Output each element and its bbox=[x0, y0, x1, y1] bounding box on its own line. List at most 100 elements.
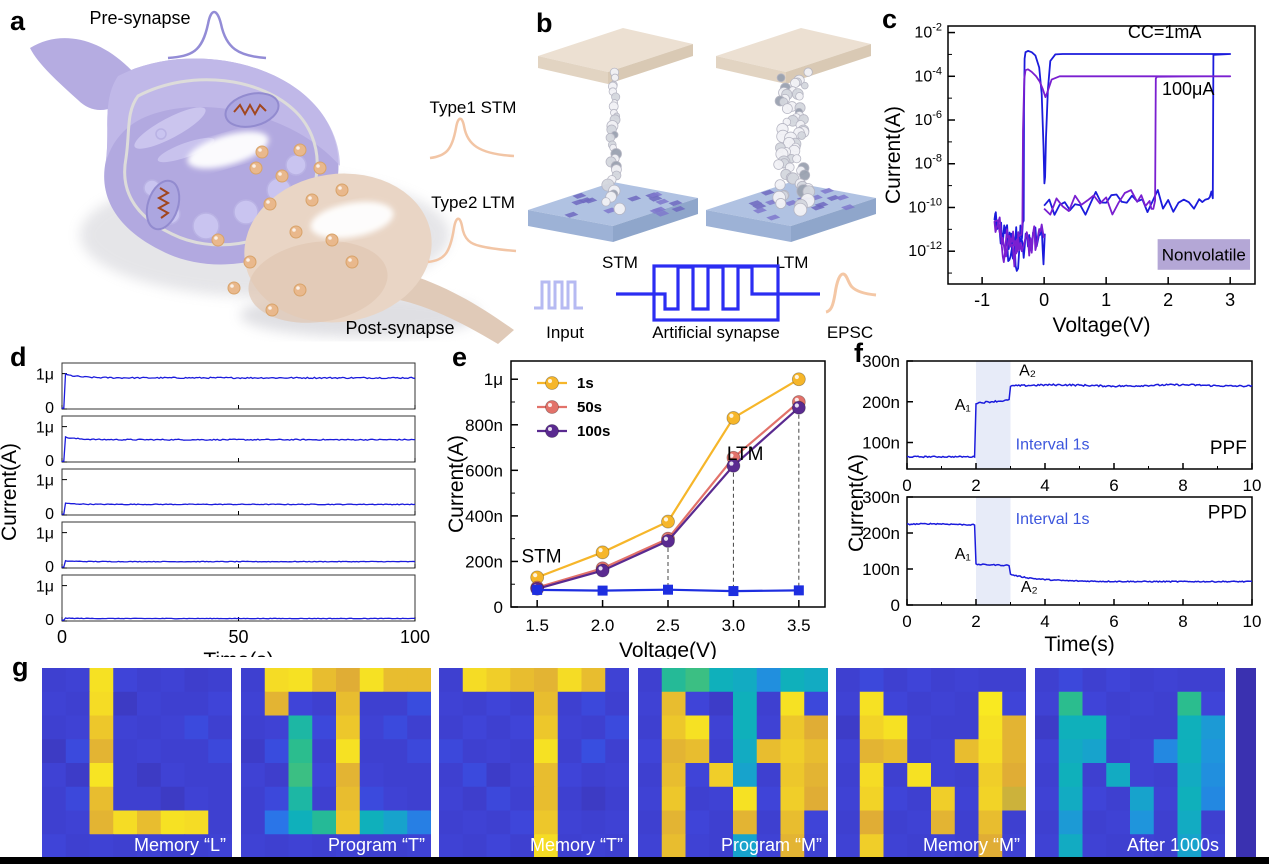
heatmap-cell bbox=[804, 834, 828, 858]
filament-particle bbox=[799, 169, 811, 181]
heatmap-cell bbox=[137, 810, 162, 835]
heatmap-cell bbox=[208, 715, 232, 740]
heatmap-cell bbox=[685, 715, 710, 740]
heatmap-cell bbox=[978, 763, 1004, 788]
stm-device bbox=[528, 28, 698, 242]
heatmap-cell bbox=[1082, 763, 1107, 788]
heatmap-cell bbox=[1153, 668, 1179, 693]
heatmap-cell bbox=[1129, 739, 1155, 764]
heatmap-cell bbox=[883, 739, 909, 764]
heatmap-cell bbox=[1177, 810, 1202, 835]
heatmap-cell bbox=[1034, 834, 1060, 858]
x-tick-label: 3 bbox=[1225, 290, 1235, 310]
heatmap-cell bbox=[1201, 668, 1225, 693]
heatmap-cell bbox=[978, 715, 1004, 740]
heatmap-cell bbox=[208, 691, 232, 717]
heatmap-caption: Memory “L” bbox=[134, 835, 226, 855]
heatmap-cell bbox=[208, 810, 232, 835]
legend-marker-highlight bbox=[548, 403, 552, 407]
heatmap-cell bbox=[931, 691, 956, 717]
y-tick-label: 100n bbox=[862, 434, 900, 453]
neurotransmitter-dots bbox=[211, 143, 359, 317]
nonvolatile-label: Nonvolatile bbox=[1162, 245, 1246, 264]
heatmap-cell bbox=[1082, 739, 1107, 764]
flake bbox=[748, 200, 763, 207]
heatmap-cell bbox=[709, 715, 734, 740]
marker-square bbox=[663, 584, 673, 595]
heatmap-cell bbox=[208, 786, 232, 812]
heatmap-cell bbox=[780, 715, 805, 740]
heatmap-cell bbox=[184, 810, 209, 835]
heatmap-cell bbox=[685, 786, 710, 812]
filament-particle bbox=[797, 131, 806, 140]
x-tick-label: 8 bbox=[1178, 612, 1187, 631]
panel-a-illustration: Pre-synapse Post-synapse Type1 STM Type2… bbox=[30, 8, 517, 344]
filament-particle bbox=[781, 103, 793, 115]
heatmap-cell bbox=[1082, 834, 1107, 858]
heatmap-cell bbox=[311, 691, 337, 717]
panel-letter-b: b bbox=[536, 8, 553, 38]
heatmap-cell bbox=[510, 715, 535, 740]
marker-circle bbox=[791, 372, 806, 387]
flake bbox=[564, 211, 579, 218]
heatmap-cell bbox=[439, 668, 464, 693]
marker-highlight bbox=[794, 403, 799, 408]
heatmap-cell bbox=[462, 691, 488, 717]
heatmap-cell bbox=[1058, 668, 1084, 693]
heatmap-cell bbox=[1034, 810, 1060, 835]
heatmap-cell bbox=[661, 691, 686, 717]
heatmap-cell bbox=[955, 810, 980, 835]
heatmap-cell bbox=[1106, 834, 1131, 858]
heatmap-cell bbox=[1002, 739, 1027, 764]
heatmap-cell bbox=[65, 668, 91, 693]
marker-highlight bbox=[729, 461, 734, 466]
heatmap-cell bbox=[65, 834, 91, 858]
heatmap-cell bbox=[931, 786, 956, 812]
y-axis-label: Current(A) bbox=[848, 454, 868, 552]
heatmap-cell bbox=[264, 668, 289, 693]
heatmap-cell bbox=[486, 834, 512, 858]
x-axis-label: Time(s) bbox=[203, 649, 273, 657]
heatmap-cell bbox=[383, 668, 408, 693]
heatmap-cell bbox=[89, 763, 114, 788]
heatmap-cell bbox=[359, 691, 384, 717]
flake bbox=[583, 197, 598, 204]
filament-particle bbox=[795, 92, 804, 101]
heatmap-cell bbox=[1106, 763, 1131, 788]
heatmap-cell bbox=[907, 739, 932, 764]
heatmap-cell bbox=[557, 715, 583, 740]
heatmap-cell bbox=[240, 739, 265, 764]
heatmap-cell bbox=[383, 691, 408, 717]
heatmap-cell bbox=[557, 786, 583, 812]
heatmap-cell bbox=[685, 834, 710, 858]
interval-band bbox=[976, 361, 1011, 469]
filament-particle bbox=[793, 202, 808, 217]
ltm-spike-curve bbox=[427, 217, 517, 264]
trace-ppf bbox=[907, 383, 1253, 459]
heatmap-cell bbox=[931, 810, 956, 835]
heatmap-cell bbox=[804, 715, 828, 740]
heatmap-cell bbox=[581, 834, 607, 858]
input-label: Input bbox=[546, 323, 584, 342]
flake bbox=[655, 198, 670, 205]
highlight bbox=[310, 201, 394, 239]
x-tick-label: 1 bbox=[1101, 290, 1111, 310]
retention-trace-1 bbox=[61, 372, 416, 409]
heatmap-cell bbox=[1201, 763, 1225, 788]
heatmap-cell bbox=[1002, 668, 1027, 693]
heatmap-cell bbox=[978, 810, 1004, 835]
heatmap-cell bbox=[113, 668, 138, 693]
heatmap-cell bbox=[65, 691, 91, 717]
heatmap-cell bbox=[661, 763, 686, 788]
heatmap-cell bbox=[288, 668, 313, 693]
heatmap-cell bbox=[335, 691, 360, 717]
heatmap-cell bbox=[581, 786, 607, 812]
heatmap-cell bbox=[1153, 715, 1179, 740]
filament-particle bbox=[801, 81, 809, 90]
heatmap-cell bbox=[534, 691, 559, 717]
heatmap-cell bbox=[1153, 691, 1179, 717]
heatmap-cell bbox=[510, 834, 535, 858]
heatmap-cell bbox=[732, 715, 758, 740]
heatmap-cell bbox=[65, 739, 91, 764]
heatmap-cell bbox=[907, 810, 932, 835]
